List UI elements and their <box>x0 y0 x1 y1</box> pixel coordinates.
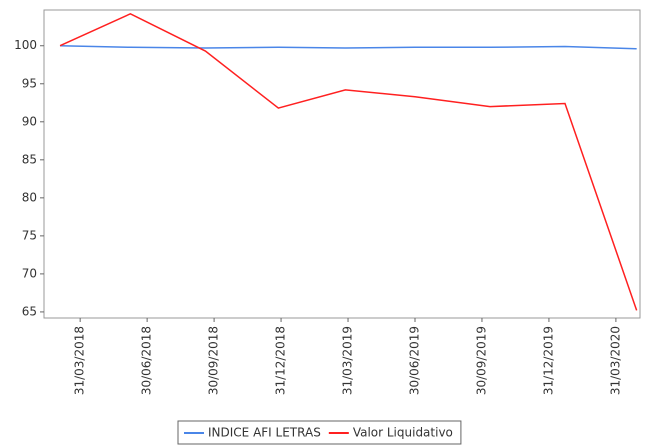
legend: INDICE AFI LETRAS Valor Liquidativo <box>177 420 462 445</box>
y-tick-label: 65 <box>22 304 37 318</box>
plot-frame <box>43 9 641 319</box>
x-tick-label: 30/06/2019 <box>407 326 421 395</box>
line-series <box>59 12 638 311</box>
y-tick-label: 80 <box>22 190 37 204</box>
x-tick-label: 31/03/2018 <box>73 326 87 395</box>
y-tick-label: 85 <box>22 152 37 166</box>
y-tick-label: 90 <box>22 114 37 128</box>
y-tick-label: 100 <box>14 38 37 52</box>
x-tick-label: 31/03/2019 <box>341 326 355 395</box>
y-tick-label: 70 <box>22 266 37 280</box>
y-tick-label: 95 <box>22 76 37 90</box>
x-tick-label: 30/09/2018 <box>207 326 221 395</box>
x-tick-label: 30/06/2018 <box>140 326 154 395</box>
legend-box <box>177 420 462 445</box>
line-series <box>60 44 637 50</box>
legend-label: INDICE AFI LETRAS <box>208 426 321 440</box>
y-tick-label: 75 <box>22 228 37 242</box>
x-tick-label: 31/03/2020 <box>608 326 622 395</box>
x-tick-label: 31/12/2019 <box>541 326 555 395</box>
legend-label: Valor Liquidativo <box>353 426 453 440</box>
x-tick-label: 30/09/2019 <box>474 326 488 395</box>
x-tick-label: 31/12/2018 <box>274 326 288 395</box>
